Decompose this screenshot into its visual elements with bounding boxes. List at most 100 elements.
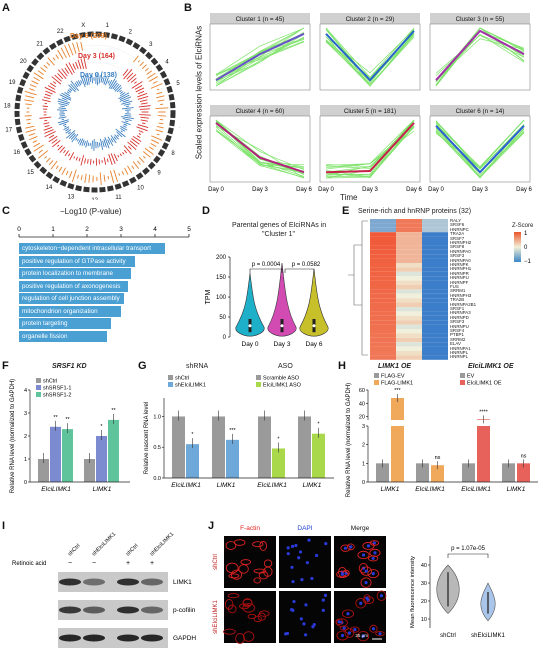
circos-tick [40,67,47,73]
heatmap-cell [370,249,396,255]
circos-tick [33,142,41,148]
nucleus-signal [298,550,303,554]
circos-tick [44,130,56,138]
circos-tick [75,156,78,161]
nucleus-signal [342,626,346,630]
circos-tick [71,133,79,143]
chromosome-label: 21 [36,42,43,48]
violin-y-tick-label: 0 [223,335,227,341]
nucleus-signal [365,596,369,600]
panel-label-j: J [208,520,215,532]
blot-band [59,578,81,586]
blot-band [117,578,139,586]
circos-tick [80,175,83,181]
circos-tick [68,43,74,56]
heatmap-cell [422,355,448,360]
heatmap-cell [396,232,422,237]
heatmap-row-label: SRSF3 [450,253,465,259]
circos-tick [33,72,44,80]
circos-tick [155,107,169,109]
circos-tick [119,94,130,101]
circos-tick [132,136,142,143]
circos-tick [55,165,59,170]
heatmap-row-label: ELAV [450,341,461,347]
heatmap-row-label: SRSF4 [450,328,465,333]
ra-state: + [126,560,130,567]
nucleus-signal [359,601,363,605]
panel-c: C −Log10 (P-value) 0 1 2 3 4 5 cytoskeleton−d… [0,205,200,345]
cluster-x-tick: Day 0 [428,187,444,193]
significance-mark: * [100,424,103,430]
circos-tick [85,140,88,148]
circos-tick [54,74,62,82]
panel-label-d: D [202,205,210,217]
circos-tick [90,158,92,165]
circos-tick [32,140,38,143]
circos-tick [99,172,102,186]
circos-tick [156,88,160,91]
circos-tick [110,80,117,90]
circos-tick [119,91,124,95]
cluster-member-line [215,31,305,82]
circos-tick [51,138,58,144]
f-ylabel: Relative RNA level (normalized to GAPDH) [10,379,16,493]
circos-tick [81,139,85,146]
legend-swatch [374,373,379,378]
heatmap-row-label: HNRNPR [450,270,469,276]
micro-col-title: Merge [351,525,370,532]
g-y-tick-label: 0.0 [153,476,161,482]
circos-tick [156,91,163,95]
retinoic-label: Retinoic acid [12,561,46,567]
circos-tick [49,82,56,88]
circos-tick [26,118,31,121]
micro-row-label: shCtrl [213,554,219,570]
cluster-centroid-line [215,122,305,174]
circos-tick [137,60,140,63]
actin-signal [227,593,240,599]
actin-signal [257,612,266,621]
go-axis-tick-label: 1 [51,226,55,233]
circos-tick [138,157,145,164]
heatmap-cell [370,337,396,343]
g-y-tick-label: 0.5 [153,445,161,451]
h-bottom-y-tick-label: 3 [362,424,365,430]
heatmap-title: Serine-rich and hnRNP proteins (32) [358,208,472,215]
circos-tick [156,95,165,99]
heatmap-row-label: HNRNPA0 [450,257,471,263]
blot-band [141,634,163,642]
actin-signal [242,603,255,613]
heatmap-cell [422,298,448,303]
circos-tick [107,80,110,84]
legend-swatch [168,375,173,380]
circos-tick [61,68,68,77]
circos-tick [74,82,79,88]
actin-signal [375,631,385,637]
ring-label-day3: Day 3 (164) [78,53,115,60]
circos-tick [106,158,109,163]
j-y-tick-label: 40 [421,563,427,569]
violin-y-tick-label: 100 [216,295,227,301]
circos-tick [80,75,86,88]
circos-tick [137,160,141,165]
go-axis-tick-label: 0 [17,226,21,233]
circos-tick [59,94,72,101]
j-y-tick-label: 20 [421,599,427,605]
circos-tick [77,174,79,179]
g-title-aso: ASO [278,363,293,370]
chromosome-label: 12 [91,198,98,200]
circos-tick [110,153,116,164]
panel-a: A 12345678910111213141516171819202122X D… [0,0,180,200]
heatmap-cell [422,346,448,351]
cluster-member-line [215,119,305,171]
circos-tick [80,80,83,84]
circos-tick [108,78,116,89]
circos-tick [100,138,104,150]
heatmap-cell [370,227,396,233]
circos-tick [55,54,59,60]
nucleus-signal [290,544,295,549]
violin-y-tick-label: 150 [216,275,227,281]
heatmap-cell [396,298,422,303]
heatmap-cell [422,293,448,299]
heatmap-row-label: HNRNPA3 [450,310,471,316]
cluster-x-tick: Day 6 [296,187,312,193]
